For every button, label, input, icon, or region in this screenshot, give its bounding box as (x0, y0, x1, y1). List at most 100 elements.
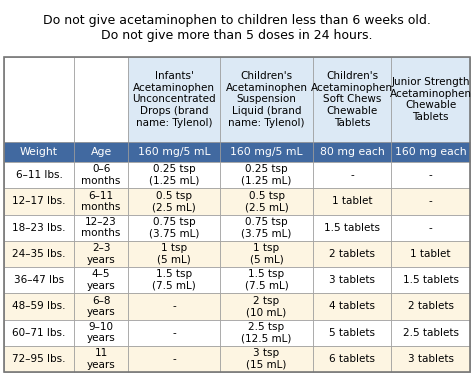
Text: 24–35 lbs.: 24–35 lbs. (12, 249, 66, 259)
Bar (312, 188, 392, 214)
Text: -: - (429, 196, 432, 206)
Text: 0.75 tsp
(3.75 mL): 0.75 tsp (3.75 mL) (149, 217, 200, 238)
Bar (392, 267, 470, 293)
Text: 160 mg/5 mL: 160 mg/5 mL (230, 147, 303, 157)
Bar (220, 346, 312, 372)
Text: 0–6
months: 0–6 months (82, 164, 121, 186)
Text: 6–11 lbs.: 6–11 lbs. (16, 170, 63, 180)
Text: 3 tablets: 3 tablets (408, 354, 454, 364)
Text: 80 mg each: 80 mg each (319, 147, 384, 157)
Text: 0.5 tsp
(2.5 mL): 0.5 tsp (2.5 mL) (245, 190, 288, 212)
Bar (220, 293, 312, 320)
Bar (392, 162, 470, 188)
Bar (128, 57, 220, 142)
Bar (74, 241, 128, 267)
Bar (312, 162, 392, 188)
Bar (4, 320, 74, 346)
Text: 48–59 lbs.: 48–59 lbs. (12, 302, 66, 311)
Text: 0.25 tsp
(1.25 mL): 0.25 tsp (1.25 mL) (241, 164, 292, 186)
Text: Children's
Acetaminophen
Suspension
Liquid (brand
name: Tylenol): Children's Acetaminophen Suspension Liqu… (226, 71, 308, 128)
Text: Do not give acetaminophen to children less than 6 weeks old.
Do not give more th: Do not give acetaminophen to children le… (43, 14, 431, 42)
Text: -: - (429, 170, 432, 180)
Bar (128, 214, 220, 241)
Bar (74, 214, 128, 241)
Text: 4 tablets: 4 tablets (329, 302, 375, 311)
Bar (392, 188, 470, 214)
Bar (74, 346, 128, 372)
Text: 18–23 lbs.: 18–23 lbs. (12, 223, 66, 232)
Text: Infants'
Acetaminophen
Unconcentrated
Drops (brand
name: Tylenol): Infants' Acetaminophen Unconcentrated Dr… (133, 71, 216, 128)
Bar (392, 214, 470, 241)
Text: -: - (429, 223, 432, 232)
Bar (220, 57, 312, 142)
Bar (4, 214, 74, 241)
Text: -: - (350, 170, 354, 180)
Bar (4, 57, 470, 372)
Text: 2.5 tablets: 2.5 tablets (402, 328, 459, 338)
Text: 6–11
months: 6–11 months (82, 190, 121, 212)
Bar (74, 162, 128, 188)
Bar (312, 142, 392, 162)
Text: 1 tablet: 1 tablet (332, 196, 372, 206)
Text: 3 tsp
(15 mL): 3 tsp (15 mL) (246, 348, 287, 370)
Bar (4, 346, 74, 372)
Bar (128, 293, 220, 320)
Bar (4, 57, 74, 142)
Text: 1.5 tablets: 1.5 tablets (402, 275, 459, 285)
Bar (312, 346, 392, 372)
Text: 5 tablets: 5 tablets (329, 328, 375, 338)
Text: 6–8
years: 6–8 years (87, 296, 116, 317)
Bar (220, 142, 312, 162)
Bar (392, 57, 470, 142)
Text: 2 tablets: 2 tablets (408, 302, 454, 311)
Bar (74, 188, 128, 214)
Bar (4, 267, 74, 293)
Bar (312, 293, 392, 320)
Text: 2–3
years: 2–3 years (87, 243, 116, 265)
Text: 1 tablet: 1 tablet (410, 249, 451, 259)
Bar (312, 57, 392, 142)
Bar (4, 293, 74, 320)
Text: 36–47 lbs: 36–47 lbs (14, 275, 64, 285)
Bar (74, 57, 128, 142)
Text: Junior Strength
Acetaminophen
Chewable
Tablets: Junior Strength Acetaminophen Chewable T… (390, 77, 472, 122)
Text: -: - (173, 302, 176, 311)
Bar (128, 320, 220, 346)
Text: 2 tsp
(10 mL): 2 tsp (10 mL) (246, 296, 287, 317)
Bar (4, 188, 74, 214)
Bar (128, 188, 220, 214)
Text: 2.5 tsp
(12.5 mL): 2.5 tsp (12.5 mL) (241, 322, 292, 344)
Bar (220, 214, 312, 241)
Bar (392, 320, 470, 346)
Bar (392, 241, 470, 267)
Bar (220, 320, 312, 346)
Text: 0.75 tsp
(3.75 mL): 0.75 tsp (3.75 mL) (241, 217, 292, 238)
Bar (392, 346, 470, 372)
Bar (312, 214, 392, 241)
Text: 4–5
years: 4–5 years (87, 269, 116, 291)
Bar (74, 320, 128, 346)
Bar (128, 162, 220, 188)
Text: 60–71 lbs.: 60–71 lbs. (12, 328, 65, 338)
Text: 11
years: 11 years (87, 348, 116, 370)
Text: 160 mg each: 160 mg each (395, 147, 466, 157)
Bar (128, 346, 220, 372)
Bar (312, 267, 392, 293)
Text: 0.25 tsp
(1.25 mL): 0.25 tsp (1.25 mL) (149, 164, 200, 186)
Bar (392, 293, 470, 320)
Text: 12–23
months: 12–23 months (82, 217, 121, 238)
Text: 1.5 tsp
(7.5 mL): 1.5 tsp (7.5 mL) (153, 269, 196, 291)
Bar (220, 188, 312, 214)
Bar (74, 142, 128, 162)
Text: 1 tsp
(5 mL): 1 tsp (5 mL) (157, 243, 191, 265)
Bar (392, 142, 470, 162)
Text: -: - (173, 354, 176, 364)
Text: Age: Age (91, 147, 112, 157)
Bar (4, 142, 74, 162)
Text: 1.5 tsp
(7.5 mL): 1.5 tsp (7.5 mL) (245, 269, 288, 291)
Text: 0.5 tsp
(2.5 mL): 0.5 tsp (2.5 mL) (153, 190, 196, 212)
Bar (128, 267, 220, 293)
Bar (220, 267, 312, 293)
Bar (4, 241, 74, 267)
Text: 3 tablets: 3 tablets (329, 275, 375, 285)
